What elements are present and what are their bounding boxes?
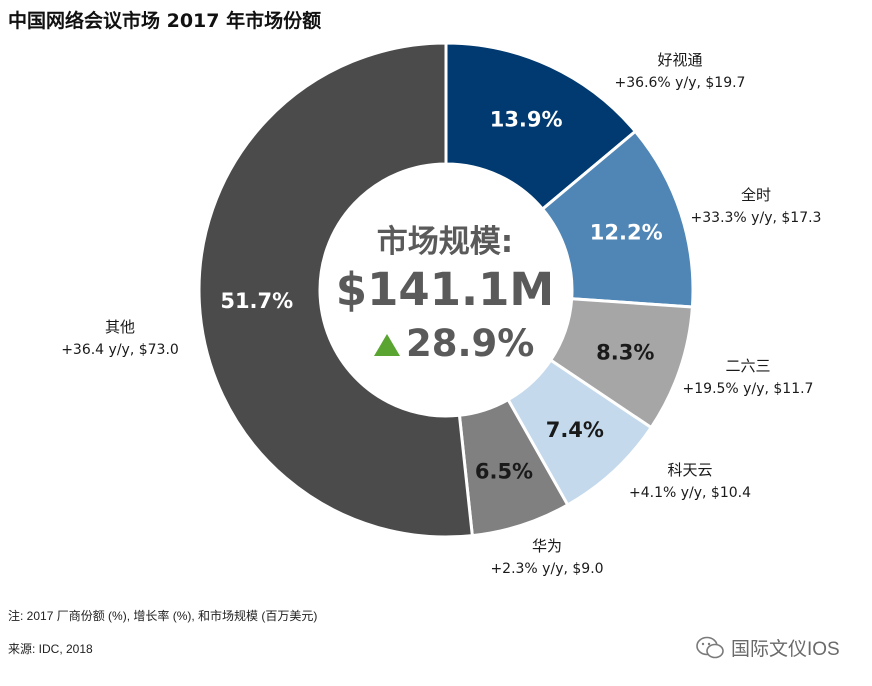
vendor-name-label: 二六三 xyxy=(725,357,770,375)
wechat-icon xyxy=(696,636,724,658)
slice-percent-label: 13.9% xyxy=(490,107,563,131)
vendor-growth-label: +36.4 y/y, $73.0 xyxy=(61,342,179,358)
percent-labels: 13.9% 12.2% 8.3% 7.4% 6.5% 51.7% xyxy=(220,107,662,483)
vendor-growth-label: +19.5% y/y, $11.7 xyxy=(683,381,814,397)
market-size-label: 市场规模: xyxy=(377,224,513,260)
vendor-growth-label: +2.3% y/y, $9.0 xyxy=(490,561,603,577)
market-size-value: $141.1M xyxy=(336,263,554,316)
slice-6 xyxy=(197,41,474,539)
market-growth-value: 28.9% xyxy=(406,322,534,365)
donut-center: 市场规模: $141.1M 28.9% xyxy=(336,224,554,365)
chart-title: 中国网络会议市场 2017 年市场份额 xyxy=(8,10,322,32)
donut-chart: 13.9% 12.2% 8.3% 7.4% 6.5% 51.7% 好视通 +36.6% y/… xyxy=(61,41,821,577)
vendor-name-label: 好视通 xyxy=(657,51,702,69)
vendor-growth-label: +4.1% y/y, $10.4 xyxy=(629,485,751,501)
vendor-name-label: 全时 xyxy=(741,186,771,204)
slice-percent-label: 8.3% xyxy=(596,340,654,364)
growth-up-arrow-icon xyxy=(374,334,400,356)
donut-slices xyxy=(197,41,695,539)
footnote: 注: 2017 厂商份额 (%), 增长率 (%), 和市场规模 (百万美元) xyxy=(8,609,318,623)
slice-percent-label: 7.4% xyxy=(546,418,604,442)
vendor-growth-label: +33.3% y/y, $17.3 xyxy=(691,210,822,226)
watermark: 国际文仪IOS xyxy=(695,634,840,661)
slice-percent-label: 12.2% xyxy=(590,220,663,244)
watermark-text: 国际文仪IOS xyxy=(731,639,840,660)
vendor-name-label: 其他 xyxy=(105,318,135,336)
slice-1 xyxy=(444,41,638,212)
vendor-labels: 好视通 +36.6% y/y, $19.7 全时 +33.3% y/y, $17.3 二… xyxy=(61,51,821,577)
slice-percent-label: 6.5% xyxy=(475,459,533,483)
slice-percent-label: 51.7% xyxy=(220,289,293,313)
vendor-name-label: 华为 xyxy=(532,537,562,555)
vendor-name-label: 科天云 xyxy=(667,461,712,479)
vendor-growth-label: +36.6% y/y, $19.7 xyxy=(615,75,746,91)
source-note: 来源: IDC, 2018 xyxy=(8,642,93,656)
